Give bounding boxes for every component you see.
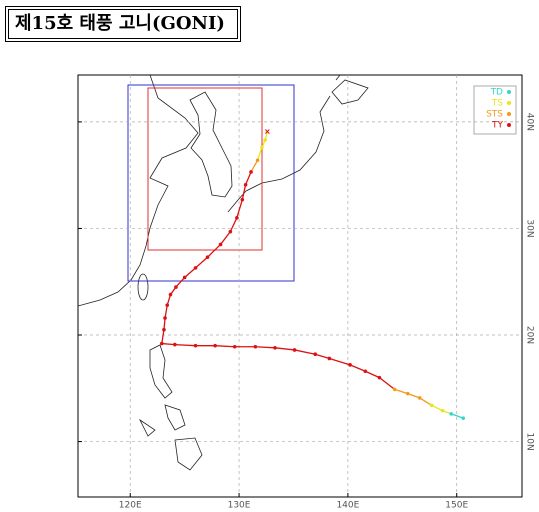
legend-dot [507,112,511,116]
track-segment [365,370,380,379]
legend-dot [507,90,511,94]
track-segment [244,171,252,186]
track-segment [164,305,168,319]
title-box: 제15호 태풍 고니(GONI) [5,6,241,42]
legend-label: TD [490,88,503,98]
track-point [165,303,170,307]
track-point [449,412,454,416]
track-segment [215,345,235,348]
track-point [163,316,167,320]
track-end [264,129,270,134]
track-point [235,215,239,220]
track-segment [294,349,316,355]
track-segment [166,294,172,306]
track-segment [184,267,196,278]
track-segment [329,357,351,366]
track-point [253,344,258,349]
track-point [193,343,198,348]
watch-box-red [147,87,263,251]
track-segment [163,317,166,330]
track-point [159,341,164,346]
track-point [461,416,466,420]
track-point [182,275,187,280]
track-segment [315,353,330,360]
legend-label: TY [491,121,503,131]
track-point [377,375,382,380]
track-segment [419,397,433,406]
track-point [429,403,434,408]
track-point [240,197,245,202]
track-segment [451,413,464,419]
track-segment [407,393,420,399]
track-segment [241,184,247,200]
track-point [213,343,217,348]
lon-label: 150E [445,501,468,511]
track-segment [195,256,208,269]
track-segment [256,147,263,161]
track-segment [161,342,175,346]
track-segment [161,329,165,344]
track-segment [394,388,408,395]
track-point [255,158,260,163]
track-segment [274,347,295,351]
track-segment [229,217,238,232]
track-segment [250,159,259,173]
map-frame [77,74,523,498]
track-point [218,242,223,247]
track-point [243,182,248,187]
track-segment [349,364,366,372]
track-point [260,145,264,150]
track-point [440,408,445,413]
legend-dot [507,101,511,105]
track-point [228,229,233,234]
lon-label: 130E [228,501,251,511]
lat-label: 40N [525,113,535,131]
track-point [327,356,332,361]
lon-label: 120E [119,501,142,511]
legend-dot [507,123,511,127]
legend-label: STS [486,110,503,120]
track-point [232,344,237,349]
track-point [173,342,177,347]
track-point [249,170,253,174]
track-segment [379,377,396,390]
lon-label: 140E [336,501,359,511]
track-point [193,266,198,270]
track-segment [255,346,276,349]
title: 제15호 태풍 고니(GONI) [8,9,238,39]
track-point [263,138,267,142]
lat-label: 10N [525,432,535,450]
track-point [162,327,166,332]
track-segment [220,231,231,245]
track-segment [207,243,222,258]
lat-label: 20N [525,326,535,344]
track-point [392,387,397,392]
track-segment [431,404,443,412]
track-point [168,292,173,297]
track-point [205,255,210,260]
track-point [405,391,410,396]
track-point [348,363,352,367]
watch-box-blue [127,84,295,282]
track-segment [174,343,196,347]
track-point [313,352,318,357]
lat-label: 30N [525,219,535,237]
track-segment [175,277,186,288]
coastlines [77,74,369,471]
track-point [174,285,178,289]
track-point [417,396,422,400]
track-point [292,348,297,352]
track-point [363,369,368,374]
track-point [273,346,277,350]
track-segment [236,199,243,218]
legend-label: TS [491,99,503,109]
